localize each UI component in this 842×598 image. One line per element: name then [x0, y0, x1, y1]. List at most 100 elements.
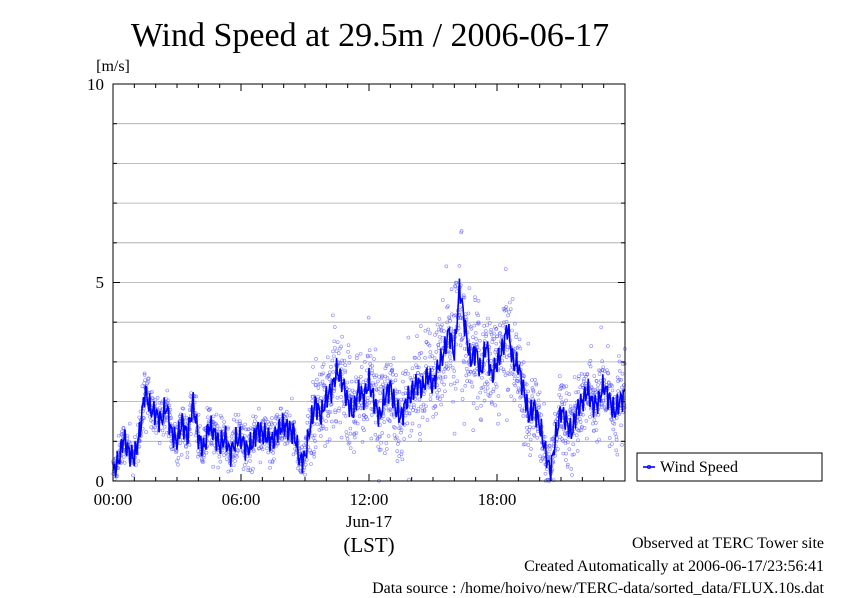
data-point [184, 417, 189, 422]
data-point [539, 413, 543, 417]
data-point [585, 372, 590, 376]
data-point [606, 344, 610, 348]
data-point [527, 425, 532, 429]
data-point [234, 453, 238, 458]
legend: Wind Speed [636, 452, 823, 482]
data-point [576, 390, 581, 394]
data-point [417, 356, 421, 360]
data-point [287, 413, 292, 418]
data-point [445, 320, 449, 325]
data-point [591, 421, 595, 426]
data-point [315, 377, 319, 382]
data-point [382, 420, 387, 424]
data-point [431, 415, 436, 419]
data-point [162, 424, 167, 429]
data-point [303, 472, 308, 477]
data-point [121, 425, 126, 430]
data-point [350, 388, 355, 393]
data-point [446, 367, 450, 371]
data-point [332, 339, 337, 344]
data-point [489, 332, 494, 337]
data-point [144, 430, 148, 434]
data-point [560, 402, 565, 407]
data-point [236, 448, 240, 453]
data-point [529, 447, 533, 451]
data-point [557, 392, 562, 397]
data-point [404, 369, 408, 373]
data-point [361, 380, 365, 384]
data-point [266, 450, 271, 455]
data-point [169, 447, 174, 451]
data-point [518, 404, 522, 408]
data-point [535, 435, 540, 440]
data-point [417, 397, 422, 402]
data-point [541, 455, 546, 460]
data-point [355, 421, 360, 426]
data-point [363, 360, 367, 364]
data-point [437, 388, 442, 392]
data-point [617, 369, 622, 373]
data-point [373, 347, 378, 352]
data-point [336, 408, 341, 413]
data-point [337, 406, 342, 411]
data-point [208, 407, 213, 411]
data-point [308, 448, 312, 453]
data-point [304, 457, 309, 462]
data-point [330, 313, 335, 318]
data-point [412, 405, 416, 410]
data-point [564, 451, 568, 456]
data-point [353, 419, 358, 424]
data-point [606, 371, 611, 376]
data-point [401, 379, 405, 384]
data-point [483, 389, 488, 394]
data-point [520, 408, 524, 413]
data-point [442, 382, 447, 387]
data-point [547, 443, 552, 448]
data-point [600, 403, 604, 408]
data-point [206, 415, 210, 420]
data-point [248, 468, 253, 473]
data-point [332, 354, 336, 359]
data-point [166, 398, 170, 403]
data-point [185, 450, 190, 455]
data-point [528, 437, 533, 442]
data-point [329, 419, 334, 424]
data-point [268, 465, 272, 470]
data-point [378, 447, 383, 452]
data-point [558, 435, 562, 440]
data-point [339, 344, 343, 349]
data-point [488, 321, 492, 325]
data-point [357, 414, 362, 418]
data-point [437, 317, 442, 321]
data-point [279, 406, 283, 411]
data-point [209, 441, 214, 445]
data-point [341, 404, 346, 409]
data-point [150, 390, 154, 394]
data-point [403, 391, 408, 395]
data-point [621, 362, 625, 366]
data-point [588, 415, 592, 419]
data-point [313, 439, 317, 443]
data-point [542, 435, 547, 439]
data-point [440, 323, 444, 327]
x-tick-label-0000: 00:00 [94, 490, 133, 509]
data-point [567, 392, 572, 397]
data-point [385, 447, 389, 451]
data-point [424, 364, 428, 368]
data-point [451, 313, 456, 318]
data-point [264, 417, 268, 422]
data-point [494, 341, 499, 346]
data-point [218, 459, 223, 464]
data-point [165, 430, 169, 435]
data-point [334, 419, 339, 424]
data-point [399, 397, 403, 402]
data-point [349, 379, 354, 384]
data-point [391, 356, 396, 361]
data-point [473, 295, 477, 300]
data-point [312, 454, 317, 459]
data-point [388, 362, 393, 367]
data-point [334, 349, 339, 354]
data-point [428, 350, 433, 354]
data-point [477, 321, 481, 326]
data-point [296, 466, 300, 471]
